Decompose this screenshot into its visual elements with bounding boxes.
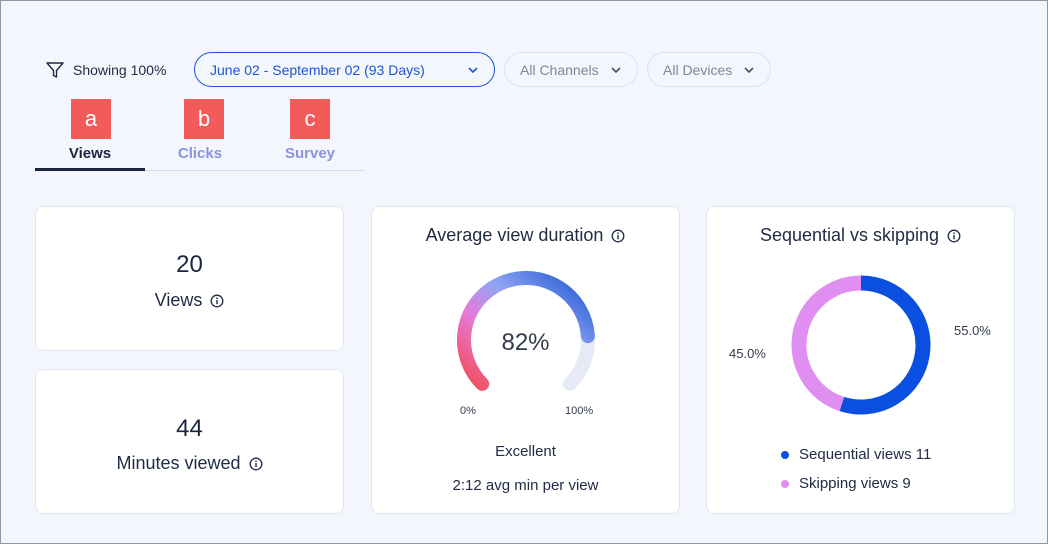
legend-dot-sequential	[781, 450, 789, 459]
chevron-down-icon	[744, 66, 754, 73]
date-range-label: June 02 - September 02 (93 Days)	[210, 61, 425, 78]
gauge-max-label: 100%	[565, 405, 594, 417]
date-range-dropdown[interactable]: June 02 - September 02 (93 Days)	[194, 52, 495, 87]
channels-dropdown[interactable]: All Channels	[504, 52, 638, 87]
donut-slice-skipping	[791, 275, 862, 412]
info-icon[interactable]	[210, 294, 224, 308]
sequential-title: Sequential vs skipping	[759, 225, 940, 245]
info-icon[interactable]	[947, 229, 961, 243]
sequential-card: Sequential vs skipping 55.0% 45.0% Seque…	[706, 206, 1015, 514]
gauge-min-label: 0%	[460, 405, 476, 417]
tab-views-badge: a	[71, 99, 111, 139]
avg-duration-card: Average view duration 82% 0% 100% Excell…	[371, 206, 680, 514]
donut-slice-sequential	[839, 275, 931, 415]
devices-dropdown[interactable]: All Devices	[647, 52, 771, 87]
legend-skipping-label: Skipping views 9	[799, 475, 911, 492]
legend-skipping: Skipping views 9	[781, 475, 911, 492]
tab-clicks[interactable]: Clicks	[177, 145, 223, 162]
sequential-title-row: Sequential vs skipping	[707, 225, 1014, 246]
info-icon[interactable]	[611, 229, 625, 243]
avg-duration-title: Average view duration	[425, 225, 604, 245]
skipping-pct-label: 45.0%	[729, 346, 766, 361]
gauge-fill	[457, 271, 595, 391]
filter-summary: Showing 100%	[45, 53, 166, 87]
chevron-down-icon	[611, 66, 621, 73]
avg-duration-title-row: Average view duration	[372, 225, 679, 246]
channels-label: All Channels	[520, 61, 599, 78]
minutes-label-row: Minutes viewed	[36, 453, 343, 474]
views-card: 20 Views	[35, 206, 344, 351]
devices-label: All Devices	[663, 61, 733, 78]
views-label-row: Views	[36, 290, 343, 311]
views-label: Views	[154, 290, 203, 310]
minutes-label: Minutes viewed	[116, 453, 241, 473]
tab-clicks-badge: b	[184, 99, 224, 139]
showing-label: Showing 100%	[73, 62, 167, 78]
legend-sequential: Sequential views 11	[781, 446, 931, 463]
legend-dot-skipping	[781, 479, 789, 488]
legend-sequential-label: Sequential views 11	[799, 446, 932, 463]
duration-rating: Excellent	[495, 443, 556, 460]
sequential-donut-chart	[791, 275, 931, 415]
info-icon[interactable]	[249, 457, 263, 471]
duration-gauge	[457, 271, 595, 391]
tab-survey-badge: c	[290, 99, 330, 139]
minutes-card: 44 Minutes viewed	[35, 369, 344, 514]
gauge-value: 82%	[501, 329, 550, 356]
tabs-divider	[35, 170, 365, 171]
tab-views[interactable]: Views	[68, 145, 112, 162]
chevron-down-icon	[468, 66, 478, 73]
views-count: 20	[176, 251, 203, 278]
sequential-pct-label: 55.0%	[954, 323, 991, 338]
tab-survey[interactable]: Survey	[284, 145, 336, 162]
filter-icon	[46, 62, 64, 78]
minutes-count: 44	[176, 415, 203, 442]
avg-min-per-view: 2:12 avg min per view	[452, 477, 599, 494]
active-tab-indicator	[35, 168, 145, 171]
